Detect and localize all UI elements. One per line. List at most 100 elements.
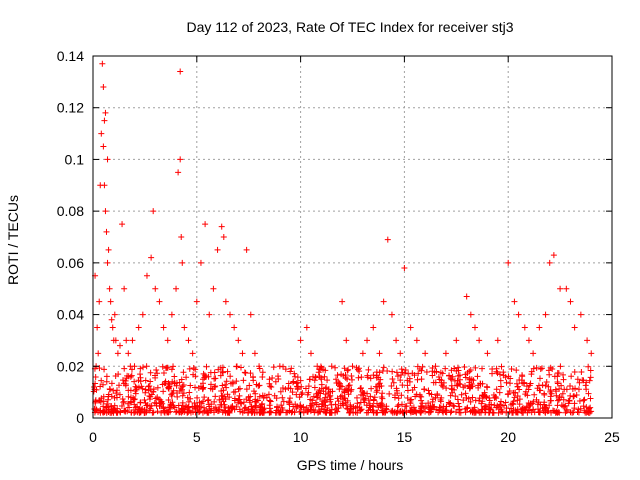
band-point bbox=[332, 401, 339, 408]
band-point bbox=[379, 409, 386, 416]
band-point bbox=[246, 399, 253, 406]
band-point bbox=[432, 379, 439, 386]
band-point bbox=[150, 409, 157, 416]
band-point bbox=[537, 387, 544, 394]
data-point bbox=[185, 337, 192, 344]
band-point bbox=[458, 391, 465, 398]
band-point bbox=[574, 376, 581, 383]
band-point bbox=[581, 396, 588, 403]
band-point bbox=[531, 391, 538, 398]
band-point bbox=[393, 385, 400, 392]
data-point bbox=[106, 285, 113, 292]
band-point bbox=[447, 392, 454, 399]
band-point bbox=[366, 404, 373, 411]
band-point bbox=[146, 407, 153, 414]
band-point bbox=[298, 404, 305, 411]
band-point bbox=[456, 403, 463, 410]
band-point bbox=[250, 388, 257, 395]
band-point bbox=[168, 366, 175, 373]
data-point bbox=[287, 368, 294, 375]
data-point bbox=[256, 363, 263, 370]
band-point bbox=[239, 409, 246, 416]
y-axis-label: ROTI / TECUs bbox=[5, 195, 21, 285]
band-point bbox=[322, 394, 329, 401]
band-point bbox=[542, 404, 549, 411]
data-point bbox=[349, 363, 356, 370]
band-point bbox=[314, 393, 321, 400]
band-point bbox=[146, 392, 153, 399]
band-point bbox=[127, 394, 134, 401]
data-point bbox=[96, 298, 103, 305]
band-point bbox=[316, 408, 323, 415]
band-point bbox=[296, 394, 303, 401]
band-point bbox=[378, 394, 385, 401]
data-point bbox=[160, 324, 167, 331]
data-point bbox=[100, 84, 107, 91]
band-point bbox=[573, 392, 580, 399]
band-point bbox=[437, 396, 444, 403]
band-point bbox=[357, 407, 364, 414]
band-point bbox=[114, 387, 121, 394]
band-point bbox=[497, 371, 503, 378]
band-point bbox=[111, 394, 118, 401]
band-point bbox=[180, 390, 187, 397]
band-point bbox=[559, 390, 566, 397]
data-point bbox=[206, 311, 213, 318]
band-point bbox=[586, 405, 593, 412]
band-point bbox=[201, 372, 208, 379]
band-point bbox=[304, 408, 311, 415]
band-point bbox=[333, 380, 340, 387]
data-point bbox=[202, 221, 209, 228]
band-point bbox=[96, 397, 103, 404]
band-point bbox=[125, 393, 132, 400]
band-point bbox=[533, 364, 540, 371]
data-point bbox=[303, 324, 310, 331]
data-point bbox=[413, 337, 420, 344]
band-point bbox=[587, 367, 594, 374]
band-point bbox=[160, 404, 167, 411]
band-point bbox=[185, 398, 192, 405]
band-point bbox=[250, 373, 257, 380]
band-point bbox=[121, 407, 128, 414]
band-point bbox=[545, 383, 552, 390]
band-point bbox=[132, 387, 139, 394]
band-point bbox=[561, 403, 568, 410]
data-point bbox=[102, 109, 109, 116]
band-point bbox=[203, 363, 210, 370]
band-point bbox=[461, 363, 468, 370]
data-point bbox=[442, 350, 449, 357]
band-point bbox=[329, 388, 336, 395]
axis-ticks bbox=[92, 55, 613, 419]
band-point bbox=[349, 376, 355, 383]
band-point bbox=[463, 405, 470, 412]
band-point bbox=[474, 373, 481, 380]
band-point bbox=[97, 383, 104, 390]
band-point bbox=[138, 383, 145, 390]
band-point bbox=[187, 409, 194, 416]
band-point bbox=[285, 380, 292, 387]
band-point bbox=[431, 369, 438, 376]
band-point bbox=[555, 370, 562, 377]
band-point bbox=[547, 364, 554, 371]
band-point bbox=[160, 370, 167, 377]
data-point bbox=[297, 337, 304, 344]
data-point bbox=[210, 285, 217, 292]
band-point bbox=[553, 408, 560, 415]
data-point bbox=[148, 254, 155, 261]
band-point bbox=[497, 398, 504, 405]
band-point bbox=[124, 372, 131, 379]
band-point bbox=[553, 392, 560, 399]
band-point bbox=[578, 369, 585, 376]
data-point bbox=[103, 228, 110, 235]
data-point bbox=[101, 117, 108, 124]
data-point bbox=[168, 311, 175, 318]
band-point bbox=[259, 400, 266, 407]
band-point bbox=[132, 408, 139, 415]
band-point bbox=[511, 394, 518, 401]
data-point bbox=[218, 223, 225, 230]
band-point bbox=[419, 400, 426, 407]
band-point bbox=[205, 373, 212, 380]
band-point bbox=[240, 377, 247, 384]
band-point bbox=[465, 395, 472, 402]
band-point bbox=[179, 392, 186, 399]
